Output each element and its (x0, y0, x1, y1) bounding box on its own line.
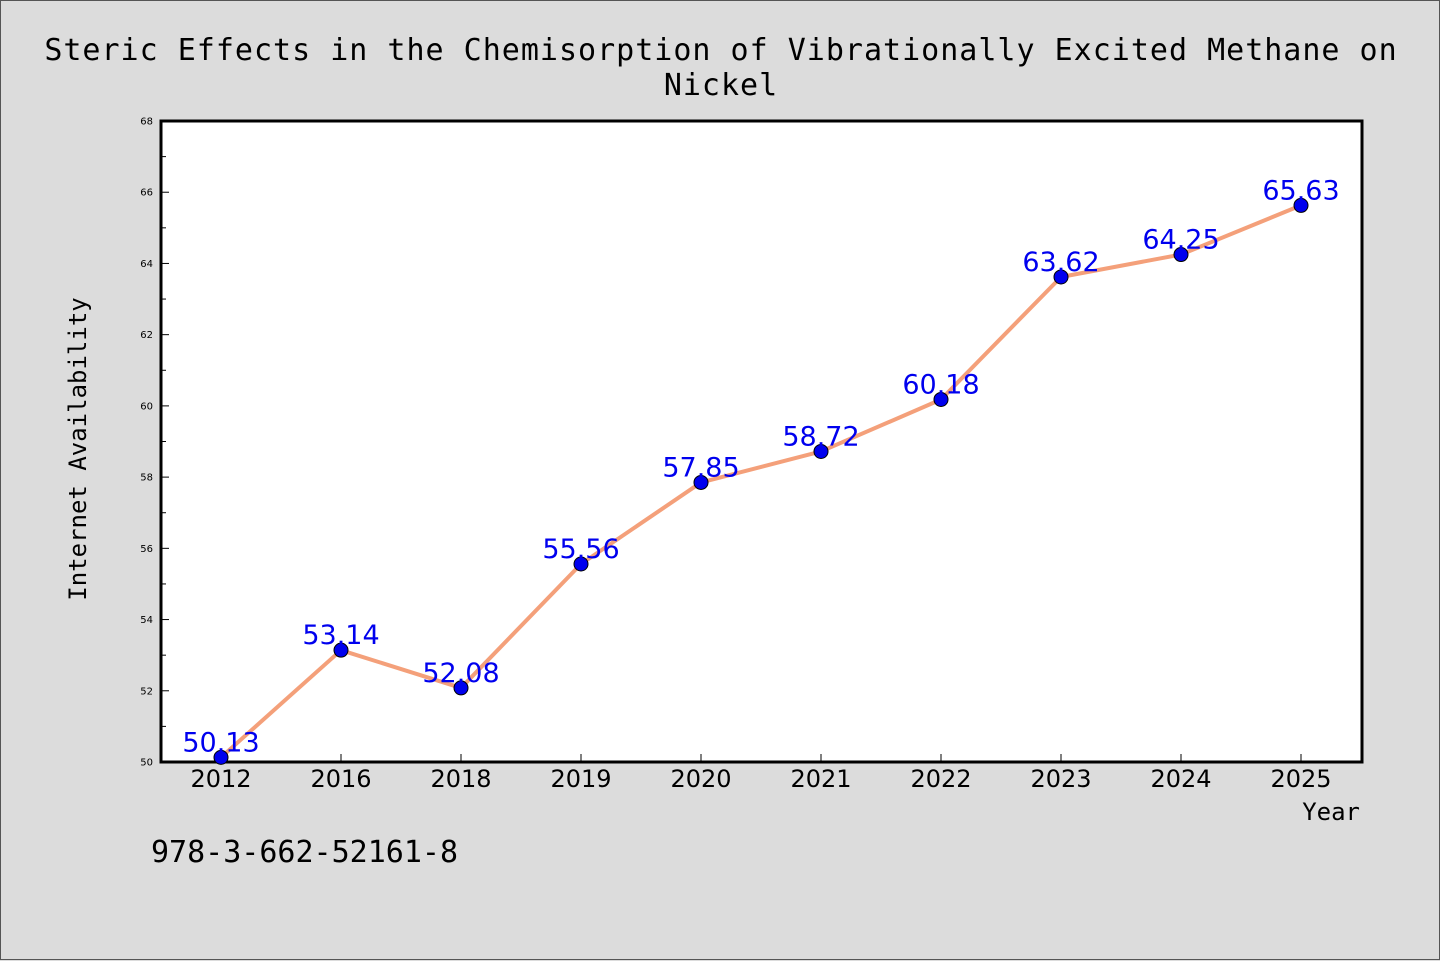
x-tick-label: 2024 (1150, 765, 1211, 793)
data-label: 53.14 (302, 620, 379, 651)
x-tick-label: 2025 (1270, 765, 1331, 793)
y-tick-label: 54 (140, 615, 153, 626)
x-tick-label: 2016 (310, 765, 371, 793)
x-tick-label: 2021 (790, 765, 851, 793)
y-tick-label: 64 (140, 259, 153, 270)
y-tick-label: 52 (140, 686, 153, 697)
y-tick-label: 50 (140, 758, 153, 769)
y-axis: 50 52 54 56 58 60 62 64 66 68 (140, 117, 169, 769)
series-group: 50.13 53.14 52.08 55.56 57.85 58.72 60.18 63.62… (182, 175, 1340, 765)
y-axis-label: Internet Availability (64, 297, 92, 600)
data-point-marker (693, 474, 709, 490)
data-point-marker (573, 556, 589, 572)
data-point-marker (1293, 197, 1309, 213)
data-label: 50.13 (182, 727, 259, 758)
data-point-marker (933, 391, 949, 407)
isbn-annotation: 978-3-662-52161-8 (151, 835, 459, 870)
data-point-marker (213, 749, 229, 765)
y-tick-label: 66 (140, 188, 153, 199)
y-tick-label: 68 (140, 117, 153, 128)
data-label: 58.72 (782, 421, 859, 452)
data-point-marker (1173, 247, 1189, 263)
data-label: 65.63 (1262, 175, 1339, 206)
x-tick-label: 2018 (430, 765, 491, 793)
data-point-marker (1053, 269, 1069, 285)
x-axis: 2012 2016 2018 2019 2020 2021 2022 2023 2024 2025 (190, 754, 1332, 793)
data-label: 60.18 (902, 369, 979, 400)
x-tick-label: 2023 (1030, 765, 1091, 793)
data-label: 57.85 (662, 452, 739, 483)
y-tick-label: 58 (140, 473, 153, 484)
y-tick-label: 62 (140, 330, 153, 341)
data-point-marker (333, 642, 349, 658)
data-label: 55.56 (542, 534, 619, 565)
x-tick-label: 2020 (670, 765, 731, 793)
data-label: 63.62 (1022, 247, 1099, 278)
data-point-marker (813, 443, 829, 459)
series-line (219, 203, 1303, 760)
data-label: 64.25 (1142, 225, 1219, 256)
plot-area (159, 119, 1364, 764)
x-tick-label: 2019 (550, 765, 611, 793)
x-tick-label: 2022 (910, 765, 971, 793)
data-point-marker (453, 680, 469, 696)
chart-title: Steric Effects in the Chemisorption of V… (44, 33, 1398, 103)
y-tick-label: 56 (140, 544, 153, 555)
data-label: 52.08 (422, 658, 499, 689)
x-axis-label: Year (1302, 798, 1360, 826)
x-tick-label: 2012 (190, 765, 251, 793)
y-tick-label: 60 (140, 401, 153, 412)
